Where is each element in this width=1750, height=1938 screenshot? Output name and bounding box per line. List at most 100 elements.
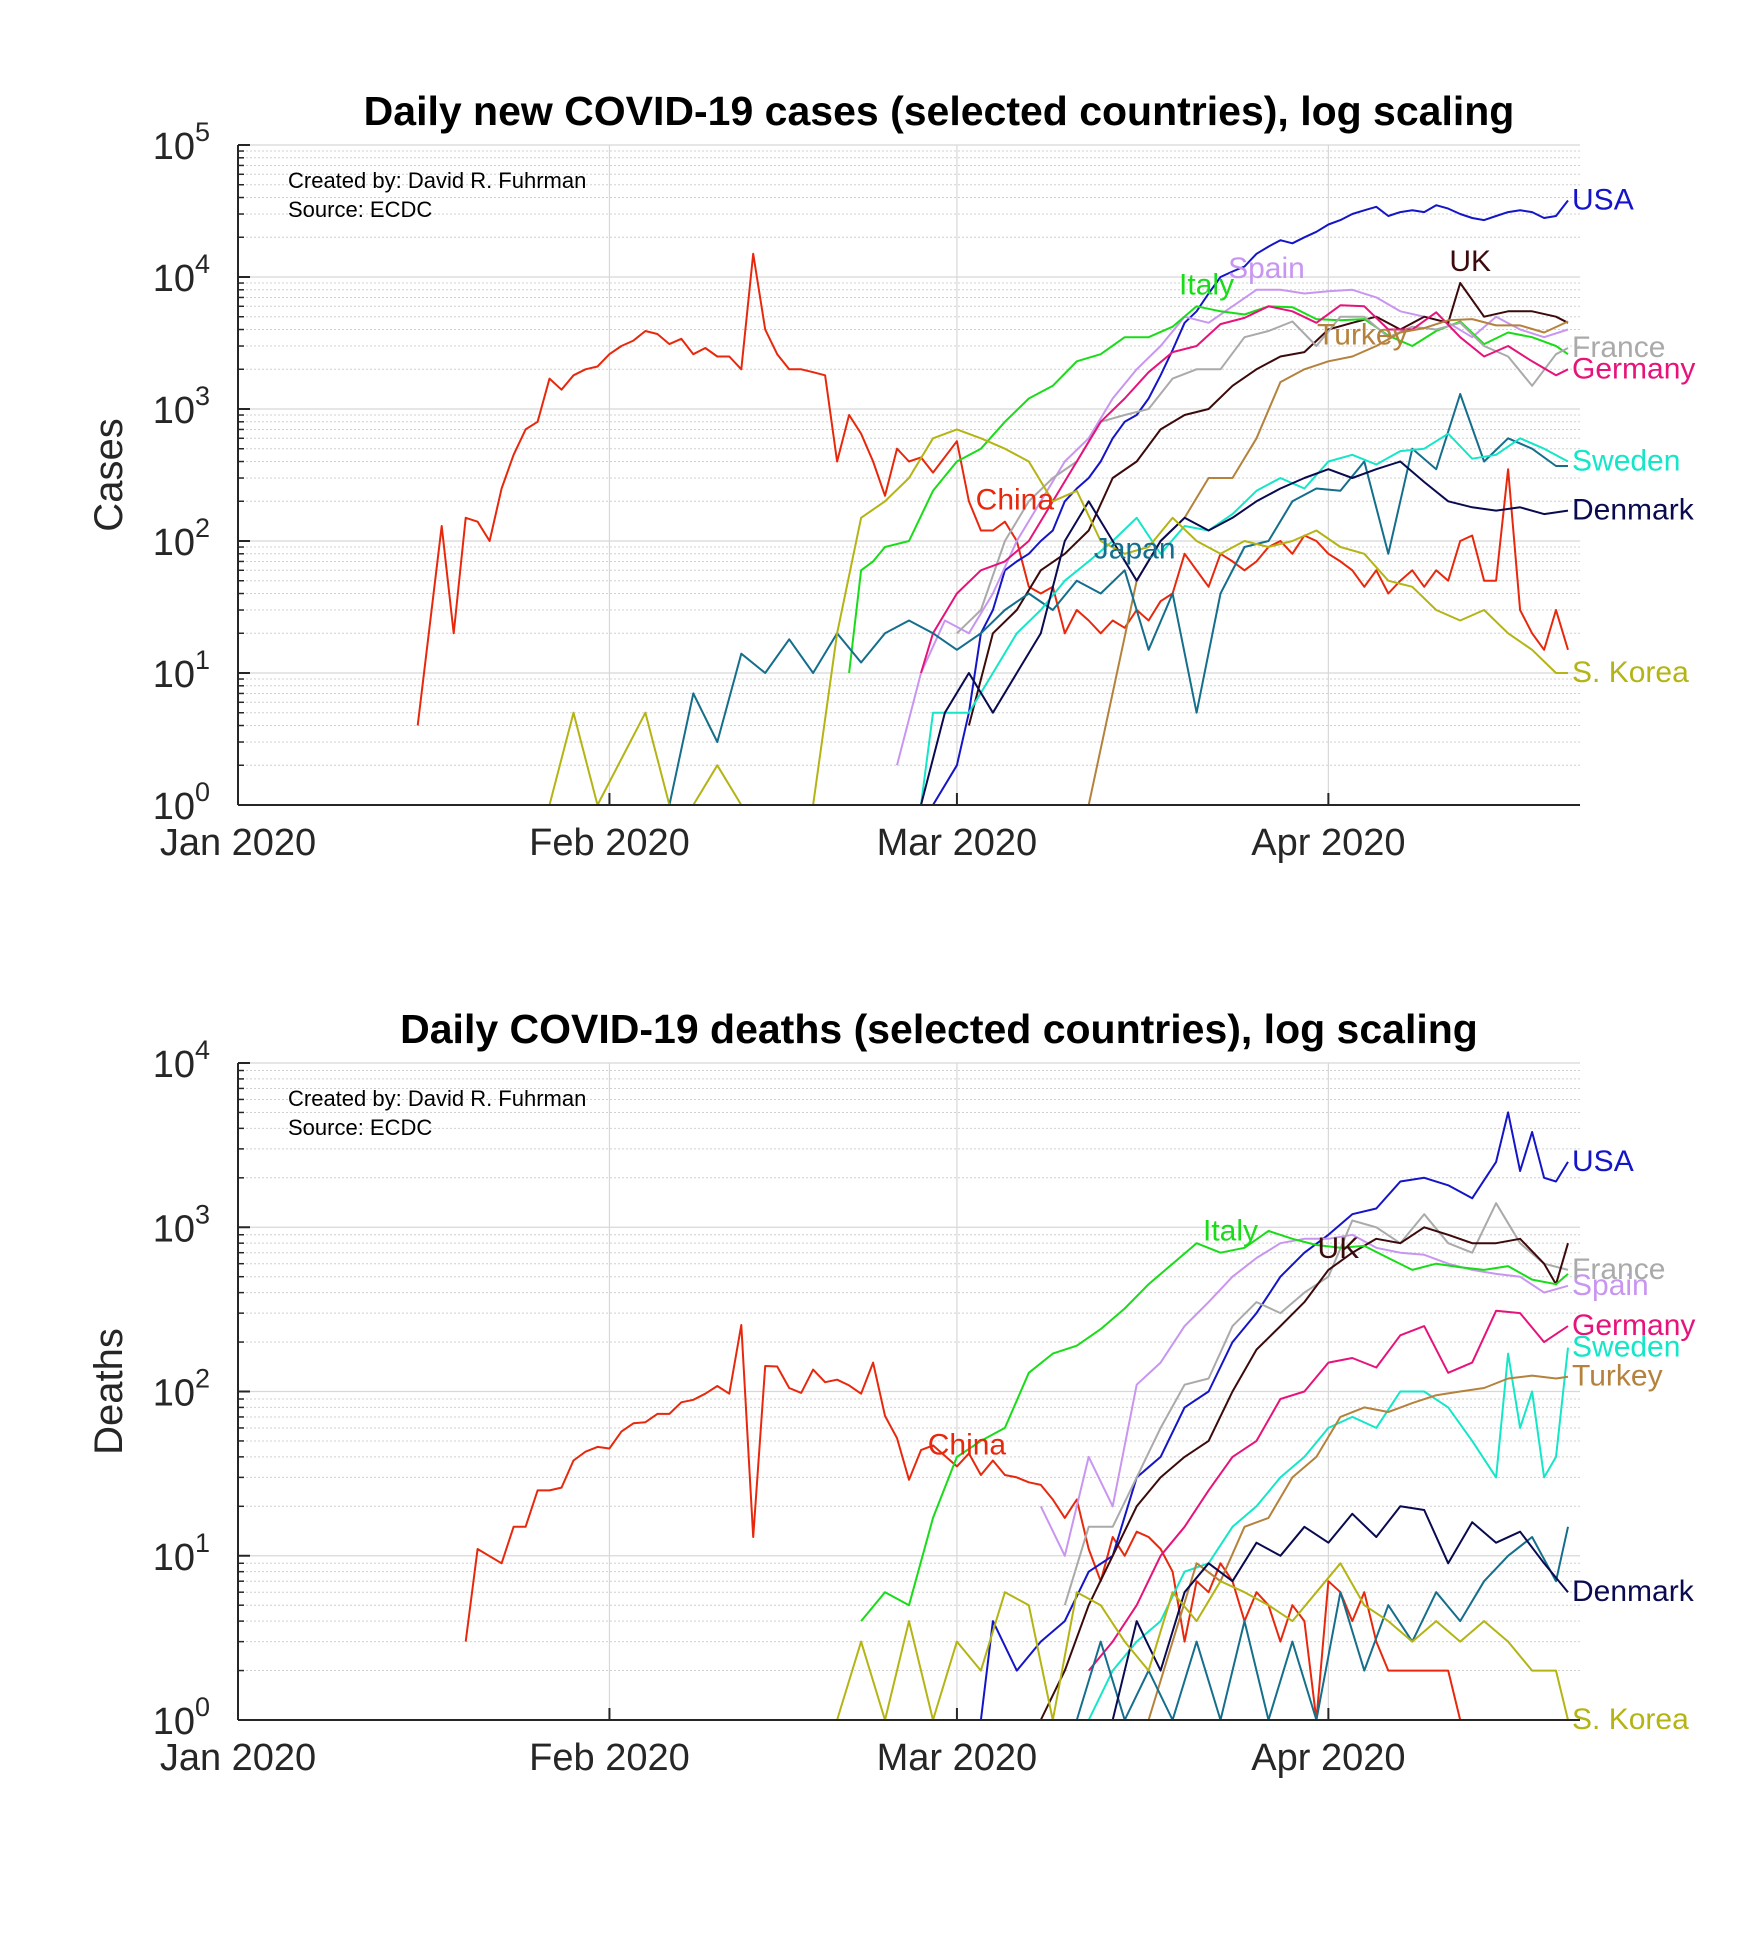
- series-line-denmark: [1111, 1505, 1569, 1721]
- y-tick-exponent: 4: [195, 1035, 210, 1065]
- series-line-uk: [1039, 1226, 1569, 1721]
- series-group: [464, 1111, 1569, 1721]
- y-tick-label: 105: [153, 117, 210, 168]
- series-line-usa: [932, 199, 1569, 806]
- x-tick-label: Mar 2020: [877, 1737, 1038, 1779]
- y-tick-label: 104: [153, 249, 210, 300]
- series-label-japan: Japan: [1094, 532, 1176, 565]
- chart-title: Daily new COVID-19 cases (selected count…: [364, 88, 1515, 134]
- credit-author: Created by: David R. Fuhrman: [288, 1086, 586, 1111]
- series-line-usa: [979, 1111, 1569, 1721]
- series-label-s-korea: S. Korea: [1572, 1703, 1689, 1736]
- y-tick-exponent: 0: [195, 1692, 210, 1722]
- series-label-uk: UK: [1318, 1232, 1360, 1265]
- series-line-japan: [668, 393, 1568, 806]
- series-line-germany: [920, 304, 1569, 674]
- series-label-france: France: [1572, 1253, 1665, 1286]
- series-label-s-korea: S. Korea: [1572, 656, 1689, 689]
- y-tick-label: 100: [153, 777, 210, 828]
- y-axis-label: Cases: [87, 418, 131, 531]
- series-label-italy: Italy: [1203, 1215, 1258, 1248]
- series-label-spain: Spain: [1228, 252, 1305, 285]
- series-line-sweden: [1087, 1347, 1569, 1721]
- x-tick-label: Mar 2020: [877, 822, 1038, 864]
- x-tick-label: Feb 2020: [529, 1737, 690, 1779]
- y-tick-base: 10: [153, 1208, 195, 1250]
- y-tick-label: 101: [153, 645, 210, 696]
- series-line-turkey: [1087, 318, 1569, 806]
- chart-title: Daily COVID-19 deaths (selected countrie…: [400, 1006, 1478, 1052]
- y-tick-base: 10: [153, 258, 195, 300]
- series-label-denmark: Denmark: [1572, 1575, 1695, 1608]
- series-label-sweden: Sweden: [1572, 445, 1680, 478]
- y-tick-exponent: 3: [195, 1199, 210, 1229]
- series-label-uk: UK: [1449, 245, 1491, 278]
- y-tick-label: 100: [153, 1692, 210, 1743]
- y-tick-base: 10: [153, 1701, 195, 1743]
- series-label-germany: Germany: [1572, 352, 1695, 385]
- y-tick-label: 103: [153, 381, 210, 432]
- y-tick-exponent: 0: [195, 777, 210, 807]
- y-tick-base: 10: [153, 522, 195, 564]
- y-tick-exponent: 3: [195, 381, 210, 411]
- y-tick-exponent: 4: [195, 249, 210, 279]
- y-tick-label: 103: [153, 1199, 210, 1250]
- series-label-sweden: Sweden: [1572, 1331, 1680, 1364]
- series-line-china: [416, 252, 1569, 726]
- y-tick-exponent: 1: [195, 1528, 210, 1558]
- credit-source: Source: ECDC: [288, 197, 432, 222]
- y-tick-base: 10: [153, 1044, 195, 1086]
- y-tick-exponent: 2: [195, 513, 210, 543]
- y-tick-base: 10: [153, 654, 195, 696]
- series-line-denmark: [920, 460, 1569, 806]
- y-tick-label: 101: [153, 1528, 210, 1579]
- x-tick-label: Jan 2020: [160, 1737, 316, 1779]
- series-label-turkey: Turkey: [1572, 1360, 1663, 1393]
- y-tick-base: 10: [153, 126, 195, 168]
- x-tick-label: Apr 2020: [1251, 822, 1405, 864]
- y-tick-base: 10: [153, 390, 195, 432]
- series-line-s-korea: [548, 428, 1568, 806]
- x-tick-label: Feb 2020: [529, 822, 690, 864]
- series-label-spain: Spain: [1572, 1269, 1649, 1302]
- series-line-japan: [1075, 1526, 1569, 1721]
- y-tick-label: 104: [153, 1035, 210, 1086]
- series-line-france: [956, 315, 1569, 635]
- y-tick-base: 10: [153, 1373, 195, 1415]
- series-line-uk: [967, 282, 1569, 726]
- y-tick-base: 10: [153, 1537, 195, 1579]
- series-label-germany: Germany: [1572, 1309, 1695, 1342]
- series-line-spain: [1039, 1233, 1569, 1557]
- y-tick-base: 10: [153, 786, 195, 828]
- credit-author: Created by: David R. Fuhrman: [288, 168, 586, 193]
- series-label-china: China: [928, 1428, 1007, 1461]
- x-ticks: Jan 2020 Feb 2020 Mar 2020 Apr 2020: [160, 793, 1405, 864]
- series-group: [416, 199, 1569, 806]
- series-line-germany: [1087, 1309, 1569, 1672]
- series-line-s-korea: [836, 1562, 1569, 1721]
- series-label-turkey: Turkey: [1317, 318, 1408, 351]
- y-tick-label: 102: [153, 513, 210, 564]
- series-label-italy: Italy: [1179, 268, 1234, 301]
- credit-source: Source: ECDC: [288, 1115, 432, 1140]
- series-line-italy: [860, 1229, 1569, 1622]
- y-axis-label: Deaths: [87, 1328, 131, 1455]
- series-label-china: China: [976, 484, 1055, 517]
- y-tick-exponent: 1: [195, 645, 210, 675]
- y-tick-exponent: 5: [195, 117, 210, 147]
- y-tick-label: 102: [153, 1364, 210, 1415]
- y-tick-exponent: 2: [195, 1364, 210, 1394]
- series-line-sweden: [920, 432, 1569, 806]
- series-label-usa: USA: [1572, 1145, 1634, 1178]
- x-tick-label: Apr 2020: [1251, 1737, 1405, 1779]
- x-ticks: Jan 2020 Feb 2020 Mar 2020 Apr 2020: [160, 1708, 1405, 1779]
- series-label-usa: USA: [1572, 183, 1634, 216]
- series-label-denmark: Denmark: [1572, 494, 1695, 527]
